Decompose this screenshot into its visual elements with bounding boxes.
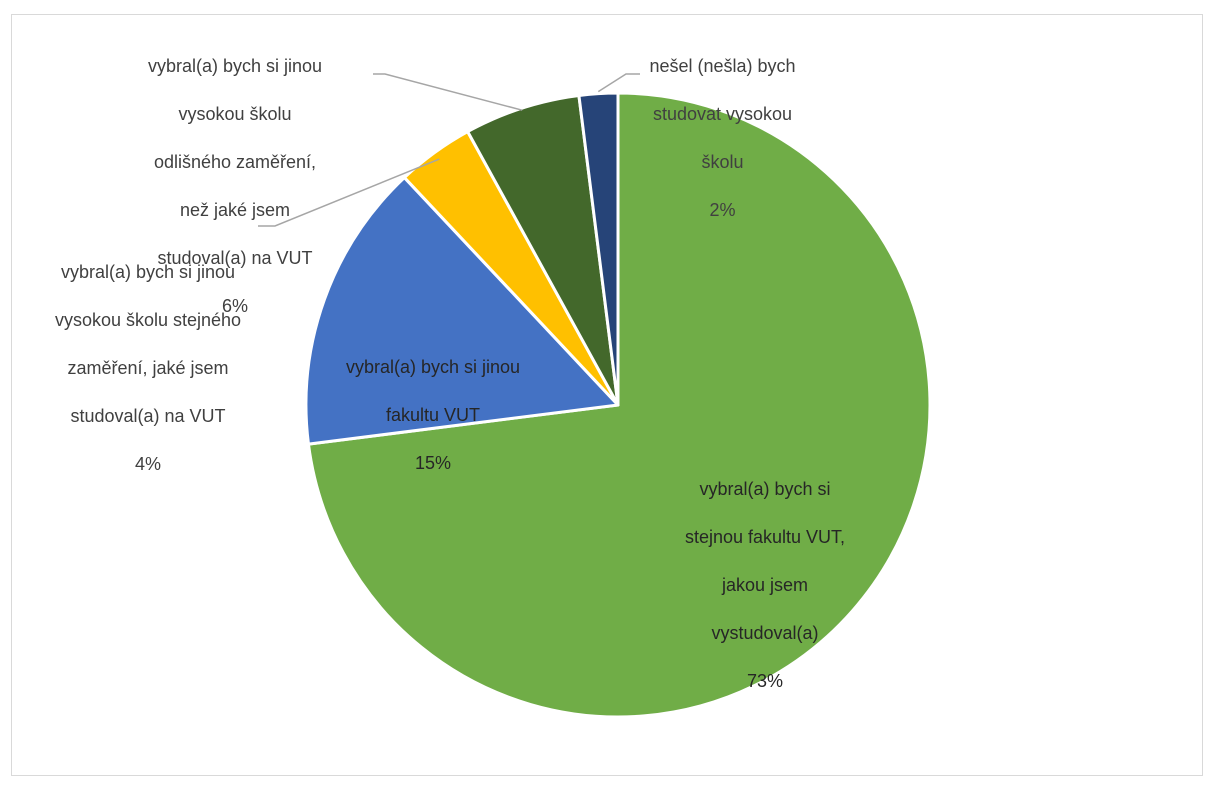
slice-other-faculty <box>304 176 620 446</box>
data-label-different-field-school: vybral(a) bych si jinou vysokou školu od… <box>147 56 323 316</box>
leader-line-different-field-school <box>373 73 523 111</box>
slice-no-university <box>577 91 620 407</box>
leader-line-same-field-school <box>258 158 440 227</box>
leader-line-no-university <box>597 73 640 93</box>
data-label-other-faculty: vybral(a) bych si jinou fakultu VUT 15% <box>345 357 521 473</box>
data-label-same-field-school: vybral(a) bych si jinou vysokou školu st… <box>54 262 242 474</box>
data-label-same-faculty: vybral(a) bych si stejnou fakultu VUT, j… <box>684 479 846 691</box>
data-label-no-university: nešel (nešla) bych studovat vysokou škol… <box>649 56 796 220</box>
